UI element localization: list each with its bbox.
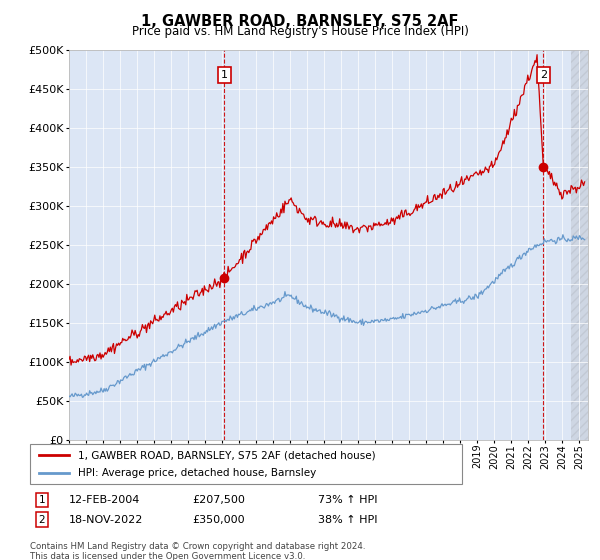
Text: £350,000: £350,000	[192, 515, 245, 525]
Text: 12-FEB-2004: 12-FEB-2004	[69, 495, 140, 505]
Text: 73% ↑ HPI: 73% ↑ HPI	[318, 495, 377, 505]
Text: 38% ↑ HPI: 38% ↑ HPI	[318, 515, 377, 525]
Text: 18-NOV-2022: 18-NOV-2022	[69, 515, 143, 525]
Text: Contains HM Land Registry data © Crown copyright and database right 2024.
This d: Contains HM Land Registry data © Crown c…	[30, 542, 365, 560]
Text: 2: 2	[38, 515, 46, 525]
FancyBboxPatch shape	[30, 444, 462, 484]
Text: 1: 1	[38, 495, 46, 505]
Text: HPI: Average price, detached house, Barnsley: HPI: Average price, detached house, Barn…	[77, 468, 316, 478]
Text: 1, GAWBER ROAD, BARNSLEY, S75 2AF: 1, GAWBER ROAD, BARNSLEY, S75 2AF	[141, 14, 459, 29]
Text: 1, GAWBER ROAD, BARNSLEY, S75 2AF (detached house): 1, GAWBER ROAD, BARNSLEY, S75 2AF (detac…	[77, 450, 375, 460]
Text: Price paid vs. HM Land Registry's House Price Index (HPI): Price paid vs. HM Land Registry's House …	[131, 25, 469, 38]
Text: 2: 2	[540, 71, 547, 80]
Text: £207,500: £207,500	[192, 495, 245, 505]
Text: 1: 1	[221, 71, 227, 80]
